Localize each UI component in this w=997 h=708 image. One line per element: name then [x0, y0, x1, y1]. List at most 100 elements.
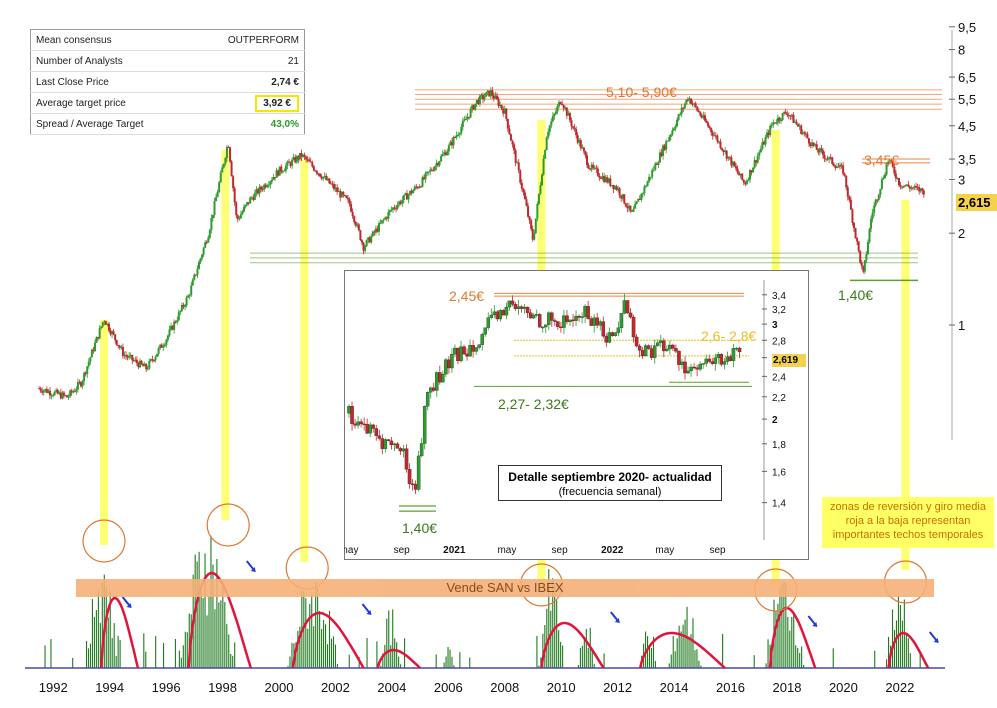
candle-body: [482, 95, 485, 100]
x-tick-label: 2008: [490, 680, 519, 695]
candle-body: [359, 230, 362, 241]
candle-body: [571, 319, 575, 322]
inset-y-tick-label: 1,8: [772, 440, 786, 451]
candle-body: [823, 154, 826, 159]
candle-body: [679, 113, 682, 115]
candle-body: [452, 137, 455, 146]
candle-body: [460, 126, 463, 134]
candle-body: [695, 367, 699, 370]
candle-body: [466, 116, 469, 120]
candle-body: [112, 331, 115, 335]
candle-body: [622, 300, 627, 314]
candle-body: [208, 229, 211, 238]
reversal-zone: [901, 200, 910, 570]
candle-body: [249, 197, 252, 204]
candle-body: [322, 176, 325, 179]
row-label: Last Close Price: [30, 71, 193, 93]
candle-body: [64, 395, 67, 397]
candle-body: [698, 364, 702, 370]
candle-body: [207, 237, 210, 243]
candle-body: [148, 360, 151, 369]
top-marker-circle: [206, 503, 250, 547]
candle-body: [792, 114, 795, 123]
y-tick-label: 4,5: [958, 119, 976, 134]
candle-body: [438, 161, 441, 166]
candle-body: [438, 372, 442, 383]
candle-body: [677, 114, 680, 120]
candle-body: [686, 370, 690, 374]
candle-body: [584, 151, 587, 156]
y-tick-label: 2: [958, 226, 965, 241]
candle-body: [762, 142, 765, 145]
y-tick-label: 3,5: [958, 152, 976, 167]
candle-body: [427, 171, 430, 173]
candle-body: [677, 351, 681, 365]
candle-body: [707, 358, 711, 362]
candle-body: [350, 406, 354, 424]
candle-body: [177, 312, 180, 321]
inset-y-tick-label: 3,2: [772, 305, 786, 316]
candle-body: [539, 185, 542, 194]
candle-body: [308, 159, 311, 162]
candle-body: [773, 122, 776, 124]
candle-body: [336, 187, 339, 192]
candle-body: [441, 154, 444, 157]
candle-body: [492, 311, 497, 316]
candle-body: [39, 388, 42, 391]
candle-body: [580, 316, 584, 318]
candle-body: [885, 164, 888, 175]
candle-body: [275, 170, 278, 178]
candle-body: [156, 353, 159, 357]
candle-body: [711, 132, 714, 136]
candle-body: [500, 104, 503, 109]
candle-body: [463, 119, 466, 121]
candle-body: [52, 395, 55, 397]
candle-body: [919, 188, 922, 192]
candle-body: [139, 360, 141, 368]
candle-body: [407, 194, 410, 200]
candle-body: [104, 321, 107, 325]
candle-body: [662, 145, 665, 156]
inset-support-label: 2,27- 2,32€: [498, 396, 569, 412]
candle-body: [468, 116, 471, 118]
candle-body: [807, 138, 810, 144]
candle-body: [472, 105, 475, 110]
candle-body: [516, 306, 521, 309]
candle-body: [396, 204, 399, 209]
candle-body: [716, 135, 719, 142]
candle-body: [45, 389, 48, 393]
candle-body: [305, 156, 308, 160]
candle-body: [488, 90, 491, 97]
candle-body: [568, 319, 572, 323]
candle-body: [601, 176, 604, 179]
candle-body: [106, 323, 109, 325]
candle-body: [752, 167, 755, 173]
candle-body: [235, 202, 238, 216]
candle-body: [373, 231, 376, 233]
candle-body: [665, 348, 669, 352]
candle-body: [628, 312, 633, 318]
candle-body: [714, 135, 717, 137]
candle-body: [202, 247, 205, 255]
candle-body: [362, 242, 365, 251]
candle-body: [554, 111, 557, 114]
candle-body: [854, 228, 857, 239]
candle-body: [649, 348, 654, 358]
candle-body: [548, 125, 551, 132]
candle-body: [495, 95, 498, 100]
candle-body: [654, 163, 657, 170]
candle-body: [643, 345, 648, 357]
candle-body: [918, 187, 921, 192]
candle-body: [581, 147, 584, 149]
candle-body: [818, 148, 821, 153]
candle-body: [648, 176, 651, 182]
candle-body: [163, 344, 166, 347]
candle-body: [418, 186, 421, 189]
candle-body: [680, 361, 684, 365]
row-label: Average target price: [30, 92, 193, 114]
candle-body: [185, 297, 188, 306]
candle-body: [222, 163, 225, 168]
candle-body: [453, 347, 457, 355]
candle-body: [317, 173, 320, 175]
candle-body: [76, 382, 79, 390]
